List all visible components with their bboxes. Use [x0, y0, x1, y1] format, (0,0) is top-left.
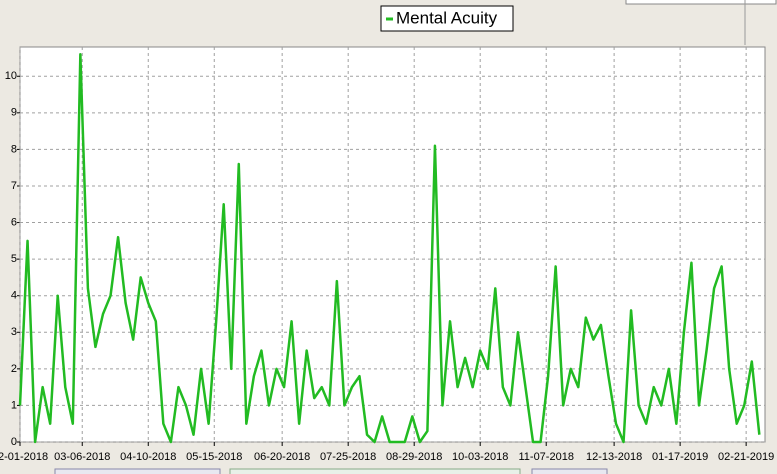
y-tick-label: 2	[11, 363, 17, 375]
y-tick-label: 9	[11, 107, 17, 119]
x-tick-label: 02-01-2018	[0, 451, 48, 463]
x-tick-label: 11-07-2018	[518, 451, 573, 463]
y-tick-label: 0	[11, 436, 17, 448]
y-tick-label: 6	[11, 216, 17, 228]
plot-area	[19, 46, 766, 443]
x-tick-label: 07-25-2018	[320, 451, 376, 463]
y-tick-label: 10	[5, 70, 17, 82]
y-tick-label: 7	[11, 180, 17, 192]
data-line	[18, 53, 761, 444]
x-tick-label: 06-20-2018	[254, 451, 310, 463]
legend	[380, 5, 514, 32]
x-tick-label: 10-03-2018	[452, 451, 508, 463]
tab[interactable]	[531, 468, 608, 474]
y-tick-label: 3	[11, 326, 17, 338]
y-tick-label: 5	[11, 253, 17, 265]
x-tick-label: 12-13-2018	[586, 451, 642, 463]
x-tick-label: 04-10-2018	[120, 451, 176, 463]
x-tick-label: 08-29-2018	[386, 451, 442, 463]
x-tick-label: 03-06-2018	[54, 451, 110, 463]
top-panel	[625, 0, 777, 5]
x-tick-label: 02-21-2019	[718, 451, 774, 463]
legend-label: Mental Acuity	[396, 8, 498, 27]
tab[interactable]	[229, 468, 521, 474]
y-tick-label: 1	[11, 399, 17, 411]
x-tick-label: 05-15-2018	[186, 451, 242, 463]
x-tick-label: 01-17-2019	[652, 451, 708, 463]
y-tick-label: 4	[11, 290, 17, 302]
y-tick-label: 8	[11, 143, 17, 155]
tab[interactable]	[54, 468, 221, 474]
